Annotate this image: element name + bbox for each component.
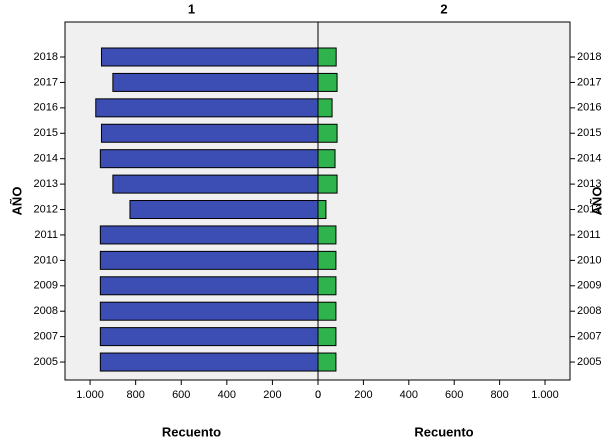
- bar: [317, 149, 336, 169]
- y-tick-label: 2009: [577, 280, 601, 292]
- y-tick-label: 2010: [577, 254, 601, 266]
- y-tick-label: 2015: [577, 127, 601, 139]
- bar: [317, 98, 333, 118]
- y-tick-label: 2005: [34, 356, 58, 368]
- bar: [99, 225, 319, 245]
- bar: [100, 123, 319, 143]
- bar: [100, 47, 319, 67]
- y-tick-label: 2014: [577, 153, 601, 165]
- bar: [317, 174, 338, 194]
- y-tick-label: 2018: [34, 51, 58, 63]
- y-tick-label: 2008: [34, 305, 58, 317]
- bar: [99, 301, 319, 321]
- bar: [317, 301, 337, 321]
- bar: [95, 98, 319, 118]
- y-tick-label: 2011: [577, 229, 601, 241]
- x-tick-label: 1.000: [76, 389, 104, 401]
- bar: [99, 149, 319, 169]
- x-tick-label: 200: [263, 389, 281, 401]
- bar: [317, 72, 338, 92]
- x-tick-label: 600: [445, 389, 463, 401]
- bar: [99, 250, 319, 270]
- bar: [99, 327, 319, 347]
- y-tick-label: 2013: [577, 178, 601, 190]
- y-tick-label: 2009: [34, 280, 58, 292]
- panel-title: 1: [188, 1, 195, 16]
- x-tick-label: 800: [126, 389, 144, 401]
- y-axis-label: AÑO: [589, 187, 603, 216]
- y-tick-label: 2007: [34, 331, 58, 343]
- y-tick-label: 2011: [34, 229, 58, 241]
- bar: [99, 352, 319, 372]
- panel-title: 2: [440, 1, 447, 16]
- x-tick-label: 1.000: [531, 389, 559, 401]
- x-tick-label: 200: [354, 389, 372, 401]
- y-tick-label: 2007: [577, 331, 601, 343]
- y-tick-label: 2013: [34, 178, 58, 190]
- bar: [112, 72, 319, 92]
- bar: [317, 47, 337, 67]
- x-axis-label: Recuento: [414, 424, 473, 439]
- x-tick-label: 400: [218, 389, 236, 401]
- x-tick-label: 800: [490, 389, 508, 401]
- y-tick-label: 2014: [34, 153, 58, 165]
- y-tick-label: 2012: [577, 203, 601, 215]
- x-tick-label: 0: [315, 389, 321, 401]
- y-axis-label: AÑO: [9, 187, 24, 216]
- bar: [112, 174, 319, 194]
- y-tick-label: 2010: [34, 254, 58, 266]
- x-tick-label: 600: [172, 389, 190, 401]
- y-tick-label: 2017: [34, 76, 58, 88]
- y-tick-label: 2008: [577, 305, 601, 317]
- y-tick-label: 2005: [577, 356, 601, 368]
- x-tick-label: 0: [315, 389, 321, 401]
- y-tick-label: 2017: [577, 76, 601, 88]
- x-axis-label: Recuento: [162, 424, 221, 439]
- bar: [317, 352, 337, 372]
- y-tick-label: 2016: [34, 102, 58, 114]
- y-tick-label: 2015: [34, 127, 58, 139]
- y-tick-label: 2018: [577, 51, 601, 63]
- bar: [129, 200, 319, 220]
- bar: [317, 250, 337, 270]
- x-tick-label: 400: [400, 389, 418, 401]
- y-tick-label: 2012: [34, 203, 58, 215]
- bar: [317, 276, 337, 296]
- bar: [99, 276, 319, 296]
- bar: [317, 327, 337, 347]
- bar: [317, 200, 327, 220]
- bar: [317, 123, 338, 143]
- y-tick-label: 2016: [577, 102, 601, 114]
- bar: [317, 225, 337, 245]
